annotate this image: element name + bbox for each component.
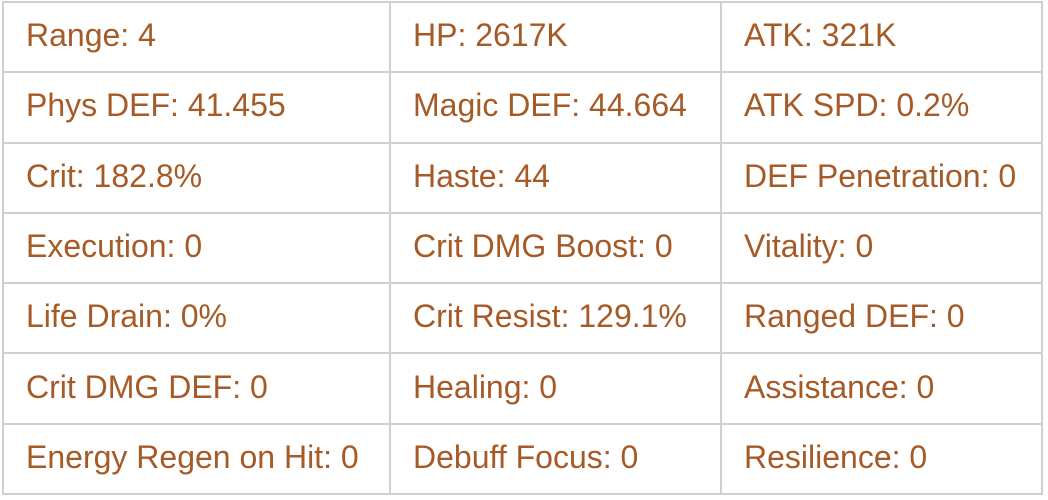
stat-cell-resilience: Resilience: 0: [722, 424, 1041, 493]
stat-cell-crit-dmg-boost: Crit DMG Boost: 0: [391, 213, 720, 283]
stat-cell-debuff-focus: Debuff Focus: 0: [391, 424, 720, 493]
stat-cell-crit: Crit: 182.8%: [4, 143, 389, 212]
stat-cell-def-penetration: DEF Penetration: 0: [722, 143, 1041, 212]
stat-cell-energy-regen-on-hit: Energy Regen on Hit: 0: [4, 424, 389, 493]
stat-cell-haste: Haste: 44: [391, 143, 720, 212]
stat-cell-range: Range: 4: [4, 3, 389, 72]
stat-cell-phys-def: Phys DEF: 41.455: [4, 73, 389, 142]
stat-cell-healing: Healing: 0: [391, 354, 720, 423]
stat-cell-atk-spd: ATK SPD: 0.2%: [722, 73, 1041, 142]
stat-cell-ranged-def: Ranged DEF: 0: [722, 284, 1041, 353]
stat-cell-assistance: Assistance: 0: [722, 354, 1041, 423]
stat-cell-vitality: Vitality: 0: [722, 213, 1041, 283]
stat-cell-crit-dmg-def: Crit DMG DEF: 0: [4, 354, 389, 423]
stat-cell-magic-def: Magic DEF: 44.664: [391, 73, 720, 142]
stat-cell-life-drain: Life Drain: 0%: [4, 284, 389, 353]
stat-cell-atk: ATK: 321K: [722, 3, 1041, 72]
stat-cell-execution: Execution: 0: [4, 213, 389, 283]
stat-cell-hp: HP: 2617K: [391, 3, 720, 72]
stat-cell-crit-resist: Crit Resist: 129.1%: [391, 284, 720, 353]
